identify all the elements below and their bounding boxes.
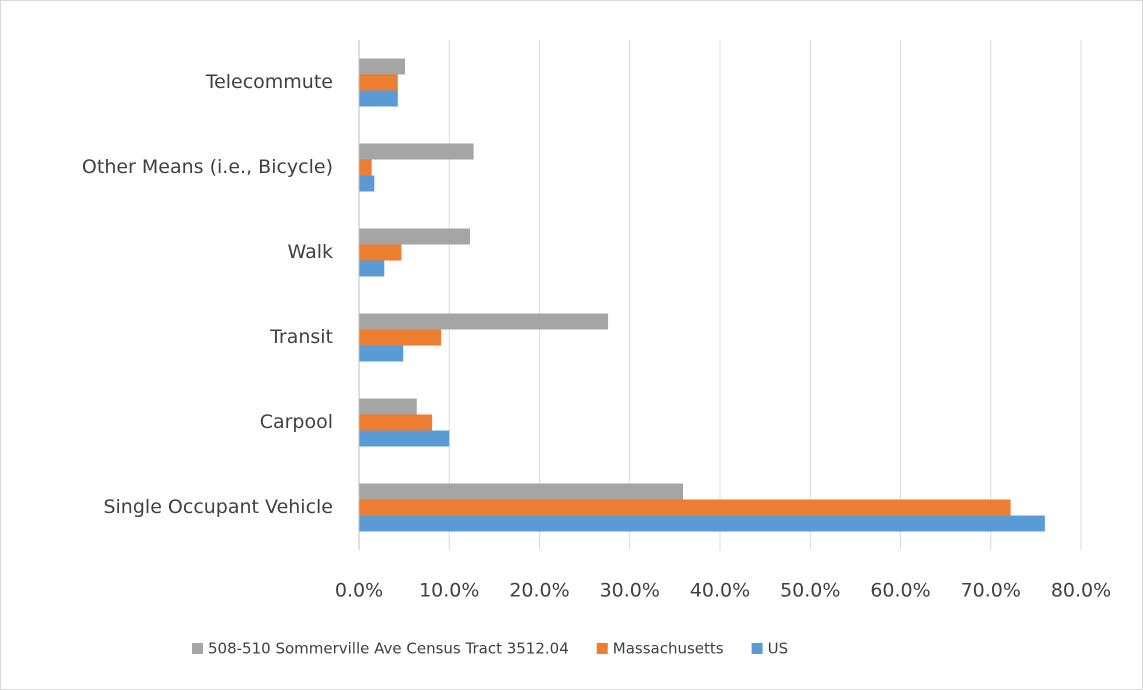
legend: 508-510 Sommerville Ave Census Tract 351… [192,640,788,658]
bar [359,74,398,91]
legend-label: 508-510 Sommerville Ave Census Tract 351… [208,640,569,658]
bar [359,499,1011,516]
y-tick-label: Single Occupant Vehicle [103,496,333,518]
x-tick-label: 40.0% [690,580,750,602]
bar [359,329,442,346]
bar [359,345,404,362]
bar [359,398,417,415]
x-tick-label: 80.0% [1051,580,1111,602]
legend-swatch [192,643,203,654]
bar [359,175,375,192]
y-tick-label: Walk [288,241,334,263]
x-tick-label: 50.0% [780,580,840,602]
bar [359,90,398,107]
y-tick-label: Carpool [260,411,333,433]
y-tick-label: Other Means (i.e., Bicycle) [82,156,333,178]
bar [359,58,406,75]
legend-swatch [751,643,763,654]
y-tick-label: Telecommute [205,71,333,93]
bar [359,430,450,447]
x-tick-label: 60.0% [870,580,930,602]
x-tick-label: 10.0% [419,580,479,602]
legend-label: Massachusetts [613,640,724,658]
y-tick-label: Transit [269,326,333,348]
bar [359,515,1045,532]
legend-swatch [596,643,608,654]
bar [359,159,372,176]
bar [359,228,471,245]
x-tick-label: 0.0% [335,580,383,602]
bar [359,483,683,500]
bar [359,260,385,277]
bar [359,244,402,261]
bar [359,414,433,431]
x-tick-label: 70.0% [961,580,1021,602]
x-tick-label: 20.0% [509,580,569,602]
bar [359,143,474,160]
x-tick-label: 30.0% [600,580,660,602]
bar [359,313,609,330]
legend-label: US [768,640,789,658]
